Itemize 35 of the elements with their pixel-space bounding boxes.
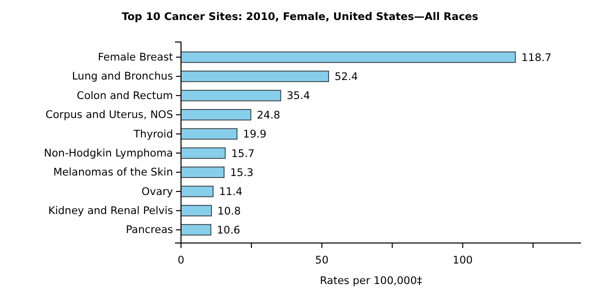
y-tick-label: Corpus and Uterus, NOS [46, 109, 174, 122]
data-label: 10.8 [217, 205, 241, 218]
x-tick-label: 50 [315, 254, 329, 266]
bar [180, 186, 214, 198]
bar [180, 166, 224, 178]
bar [180, 147, 226, 159]
data-label: 10.6 [216, 224, 241, 236]
y-tick-label: Kidney and Renal Pelvis [48, 204, 173, 217]
data-label: 19.9 [243, 128, 266, 141]
data-label: 24.8 [256, 109, 280, 122]
y-tick-label: Colon and Rectum [76, 90, 173, 102]
data-label: 118.7 [521, 52, 552, 64]
bar [180, 224, 212, 236]
y-tick-label: Female Breast [98, 52, 173, 64]
data-label: 52.4 [334, 71, 358, 84]
x-axis-title: Rates per 100,000‡ [320, 275, 422, 287]
bar [180, 128, 238, 140]
y-tick-label: Melanomas of the Skin [53, 166, 173, 179]
y-tick-label: Lung and Bronchus [72, 70, 173, 83]
chart-title: Top 10 Cancer Sites: 2010, Female, United States—All Races [122, 11, 478, 23]
bar [180, 52, 516, 63]
y-tick-label: Pancreas [126, 224, 173, 236]
bar [180, 90, 282, 102]
y-tick-label: Ovary [142, 186, 173, 198]
x-tick-label: 0 [178, 254, 184, 266]
data-label: 15.3 [230, 166, 254, 179]
bar [180, 70, 330, 82]
data-label: 11.4 [219, 186, 243, 198]
y-tick-label: Non-Hodgkin Lymphoma [44, 147, 173, 160]
data-label: 15.7 [231, 148, 255, 160]
y-tick-label: Thyroid [132, 128, 173, 140]
bar [180, 109, 252, 120]
x-tick-label: 100 [452, 254, 473, 266]
bar [180, 204, 212, 216]
data-label: 35.4 [286, 90, 310, 102]
